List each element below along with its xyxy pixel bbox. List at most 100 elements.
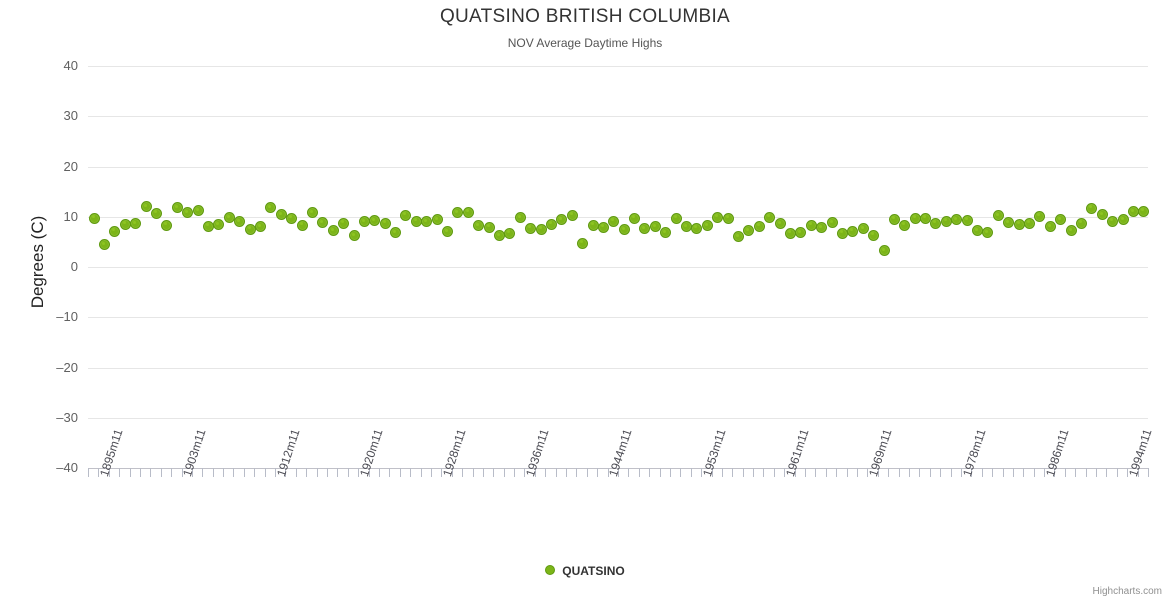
data-point[interactable] [1055,214,1067,226]
data-point[interactable] [223,212,235,224]
data-point[interactable] [670,212,682,224]
data-point[interactable] [826,217,838,229]
data-point[interactable] [629,212,641,224]
data-point[interactable] [556,214,568,226]
data-point[interactable] [1138,205,1150,217]
data-point[interactable] [1127,206,1139,218]
data-point[interactable] [99,239,111,251]
data-point[interactable] [358,216,370,228]
data-point[interactable] [566,209,578,221]
data-point[interactable] [296,219,308,231]
data-point[interactable] [1107,215,1119,227]
data-point[interactable] [753,220,765,232]
data-point[interactable] [265,202,277,214]
data-point[interactable] [1023,217,1035,229]
data-point[interactable] [1003,217,1015,229]
data-point[interactable] [535,223,547,235]
data-point[interactable] [805,219,817,231]
data-point[interactable] [348,230,360,242]
data-point[interactable] [1065,225,1077,237]
data-point[interactable] [151,207,163,219]
data-point[interactable] [171,202,183,214]
data-point[interactable] [587,219,599,231]
data-point[interactable] [1044,221,1056,233]
data-point[interactable] [525,222,537,234]
data-point[interactable] [660,227,672,239]
data-point[interactable] [192,205,204,217]
data-point[interactable] [130,218,142,230]
data-point[interactable] [1034,210,1046,222]
data-point[interactable] [888,213,900,225]
data-point[interactable] [462,206,474,218]
data-point[interactable] [545,218,557,230]
data-point[interactable] [1096,209,1108,221]
data-point[interactable] [400,209,412,221]
data-point[interactable] [369,215,381,227]
data-point[interactable] [493,230,505,242]
data-point[interactable] [691,222,703,234]
data-point[interactable] [88,212,100,224]
data-point[interactable] [109,225,121,237]
data-point[interactable] [733,231,744,243]
data-point[interactable] [431,214,443,226]
data-point[interactable] [203,220,214,232]
data-point[interactable] [847,225,859,237]
data-point[interactable] [338,217,350,229]
data-point[interactable] [1086,202,1098,214]
data-point[interactable] [972,225,984,237]
data-point[interactable] [119,218,131,230]
data-point[interactable] [899,219,911,231]
data-point[interactable] [930,217,942,229]
data-point[interactable] [951,214,963,226]
data-point[interactable] [275,209,287,221]
data-point[interactable] [410,215,422,227]
data-point[interactable] [784,227,796,239]
data-point[interactable] [597,221,609,233]
data-point[interactable] [618,224,630,236]
data-point[interactable] [327,225,339,237]
data-point[interactable] [961,214,973,226]
data-point[interactable] [868,229,880,241]
data-point[interactable] [743,225,755,237]
legend-item-quatsino[interactable]: QUATSINO [545,563,625,578]
data-point[interactable] [701,220,713,232]
data-point[interactable] [286,212,298,224]
data-point[interactable] [764,211,776,223]
data-point[interactable] [504,227,516,239]
data-point[interactable] [234,216,246,228]
data-point[interactable] [857,223,869,235]
data-point[interactable] [774,218,786,230]
data-point[interactable] [317,217,329,229]
data-point[interactable] [306,207,318,219]
data-point[interactable] [442,226,454,238]
data-point[interactable] [795,227,807,239]
data-point[interactable] [421,216,433,228]
data-point[interactable] [816,222,828,234]
data-point[interactable] [514,212,526,224]
data-point[interactable] [1075,217,1087,229]
data-point[interactable] [940,215,952,227]
data-point[interactable] [577,237,589,249]
data-point[interactable] [483,221,495,233]
data-point[interactable] [213,219,225,231]
data-point[interactable] [140,201,152,213]
data-point[interactable] [649,221,661,233]
data-point[interactable] [920,212,932,224]
data-point[interactable] [982,227,994,239]
data-point[interactable] [712,211,724,223]
data-point[interactable] [681,221,693,233]
data-point[interactable] [608,215,620,227]
data-point[interactable] [992,210,1004,222]
data-point[interactable] [473,220,485,232]
data-point[interactable] [722,212,734,224]
data-point[interactable] [244,223,256,235]
data-point[interactable] [909,212,921,224]
data-point[interactable] [254,221,266,233]
data-point[interactable] [161,219,173,231]
data-point[interactable] [379,217,391,229]
data-point[interactable] [1117,214,1129,226]
data-point[interactable] [878,245,890,257]
data-point[interactable] [836,227,848,239]
data-point[interactable] [639,223,651,235]
data-point[interactable] [1013,218,1025,230]
